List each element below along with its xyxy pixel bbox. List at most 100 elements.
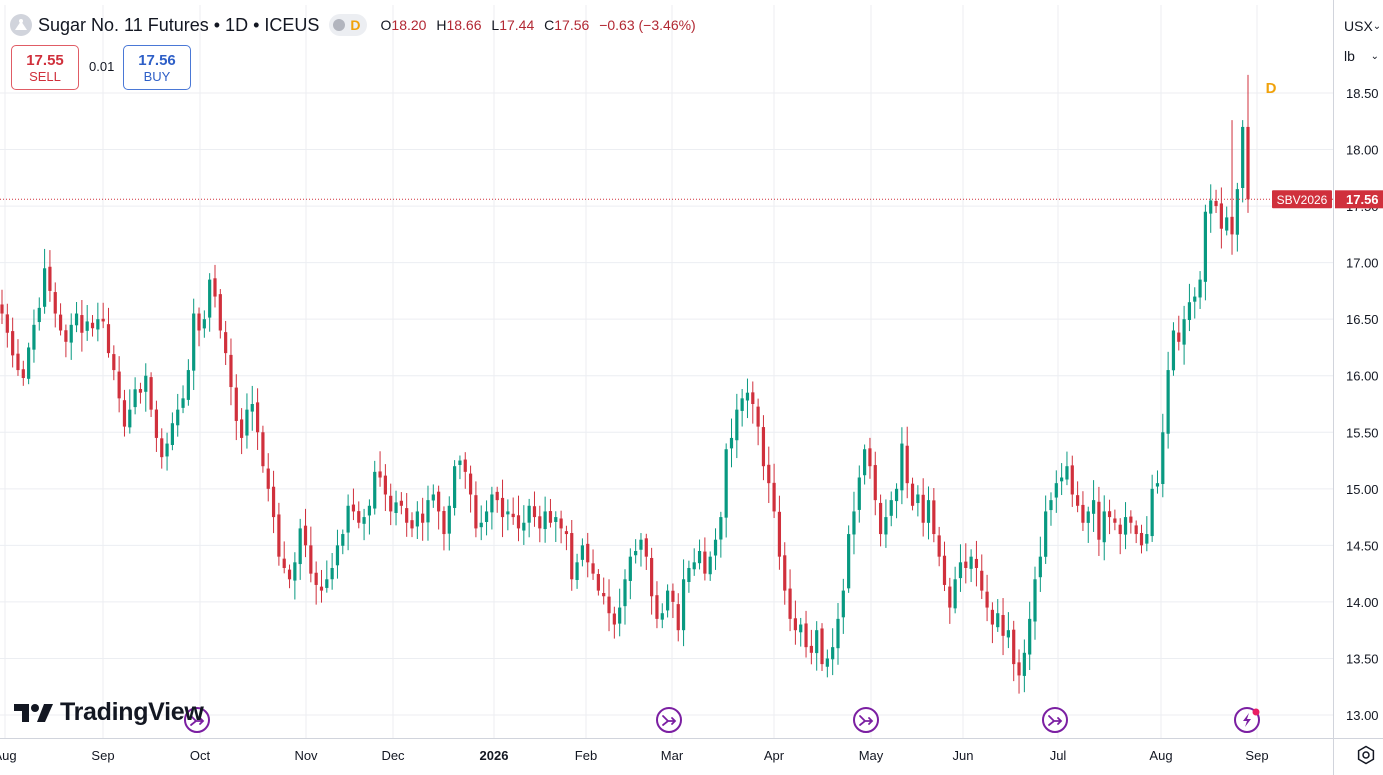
candle: [926, 500, 931, 523]
tradingview-wordmark: TradingView: [60, 698, 204, 726]
candle: [330, 567, 334, 580]
symbol-title[interactable]: Sugar No. 11 Futures • 1D • ICEUS: [38, 14, 320, 35]
candle: [729, 437, 734, 449]
candle: [618, 607, 622, 624]
x-tick-label: Sep: [91, 748, 114, 763]
event-split-icon[interactable]: [1042, 707, 1068, 733]
x-tick-label: Aug: [0, 748, 17, 763]
candle: [788, 588, 792, 619]
candle: [479, 522, 483, 528]
symbol-tag: [1272, 190, 1332, 209]
candle: [719, 517, 723, 540]
candle: [1001, 615, 1005, 636]
candle: [1097, 501, 1101, 540]
candle: [346, 505, 350, 533]
candle: [16, 353, 20, 371]
candle: [1203, 211, 1208, 282]
candle: [623, 579, 627, 607]
candle: [1155, 483, 1160, 487]
candle: [90, 322, 95, 329]
candle: [948, 586, 952, 608]
candle: [639, 539, 643, 550]
status-dot-icon: [333, 19, 346, 31]
chevron-down-icon: ⌄: [1372, 20, 1382, 32]
x-tick-label: Jul: [1050, 748, 1067, 763]
event-split-icon[interactable]: [853, 707, 879, 733]
x-tick-label: Mar: [661, 748, 684, 763]
spread-value: 0.01: [89, 59, 115, 74]
candle: [612, 613, 616, 625]
tradingview-logo[interactable]: TradingView: [14, 698, 204, 727]
candle: [410, 520, 414, 529]
candle: [1187, 302, 1192, 321]
event-split-icon[interactable]: [184, 707, 210, 733]
y-tick-label: 13.50: [1346, 651, 1379, 666]
candle: [351, 504, 356, 512]
candle: [405, 508, 409, 523]
candle: [484, 511, 489, 523]
symbol-tag-label: SBV2026: [1277, 193, 1328, 207]
candle: [442, 511, 446, 535]
candle: [735, 409, 739, 441]
gear-icon[interactable]: [1356, 745, 1376, 765]
event-split-icon[interactable]: [656, 707, 682, 733]
candle: [48, 266, 52, 291]
candle: [1038, 556, 1042, 578]
candle: [1214, 200, 1218, 207]
candle: [319, 586, 324, 591]
sell-button[interactable]: 17.55 SELL: [11, 45, 79, 90]
candle: [1017, 662, 1021, 676]
candle: [980, 570, 984, 591]
candle: [1241, 126, 1245, 188]
x-tick-label: Feb: [575, 748, 597, 763]
buy-button[interactable]: 17.56 BUY: [123, 45, 191, 90]
candle: [373, 471, 377, 509]
data-status-badge[interactable]: D: [329, 14, 367, 36]
y-tick-label: 17.00: [1346, 256, 1379, 271]
candle: [676, 604, 680, 631]
candle: [825, 658, 829, 667]
candle: [383, 475, 387, 495]
buy-price: 17.56: [138, 51, 176, 69]
candle: [325, 579, 329, 588]
candle: [564, 531, 569, 535]
candle: [1012, 629, 1016, 665]
candle: [277, 514, 281, 557]
candle: [990, 609, 995, 625]
candle: [437, 491, 441, 512]
interval-badge-label: D: [350, 17, 361, 33]
candle: [1145, 534, 1149, 544]
candle: [101, 318, 105, 322]
candle: [665, 590, 670, 611]
candle: [740, 398, 744, 411]
ohlc-close: 17.56: [554, 17, 590, 33]
candle: [1219, 203, 1223, 229]
candle: [21, 369, 25, 378]
unit-selector[interactable]: lb ⌄: [1340, 44, 1383, 68]
event-flash-icon[interactable]: [1234, 707, 1260, 733]
x-tick-label: Aug: [1149, 748, 1172, 763]
candle: [527, 505, 531, 523]
candle: [884, 517, 888, 535]
candle: [873, 465, 877, 501]
candle: [586, 543, 590, 563]
y-tick-label: 15.00: [1346, 482, 1379, 497]
candle: [671, 590, 675, 602]
candle: [1139, 532, 1144, 546]
currency-selector[interactable]: USX ⌄: [1340, 14, 1383, 38]
ohlc-close-key: C: [544, 17, 555, 33]
candle: [868, 448, 872, 467]
candle: [841, 590, 845, 618]
x-tick-label: Oct: [190, 748, 211, 763]
candle: [1070, 465, 1074, 495]
candle: [1134, 525, 1138, 535]
candle: [894, 488, 899, 502]
candle: [367, 505, 372, 516]
candle: [1150, 488, 1154, 537]
candle: [0, 304, 4, 314]
x-tick-label: May: [859, 748, 884, 763]
sugar-symbol-icon[interactable]: [10, 14, 32, 36]
candle: [596, 574, 600, 591]
candle: [138, 389, 143, 393]
